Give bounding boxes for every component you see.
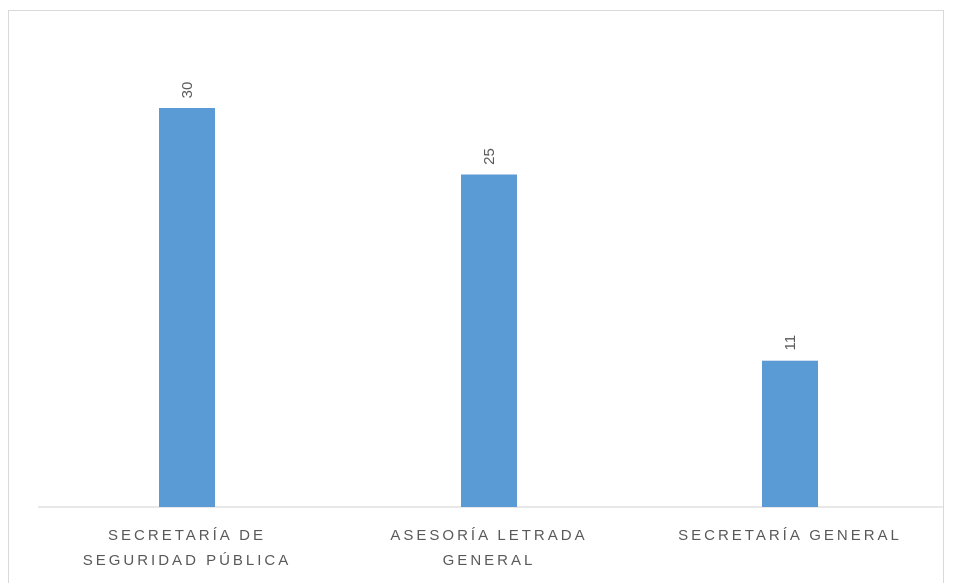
category-label-1-line-2: SEGURIDAD PÚBLICA (83, 552, 292, 569)
category-labels-layer: SECRETARÍA DE SEGURIDAD PÚBLICA ASESORÍA L… (83, 527, 902, 569)
category-label-2-line-2: GENERAL (443, 552, 536, 569)
category-label-2-line-1: ASESORÍA LETRADA (390, 527, 587, 544)
bar-3 (762, 360, 818, 507)
bars-layer (159, 108, 818, 507)
value-labels-layer: 30 25 11 (179, 82, 799, 351)
value-label-2: 25 (481, 148, 498, 165)
value-label-3: 11 (782, 335, 799, 351)
value-label-1: 30 (179, 82, 196, 99)
bar-2 (461, 174, 517, 507)
category-label-1-line-1: SECRETARÍA DE (108, 527, 266, 544)
bar-1 (159, 108, 215, 507)
category-label-3-line-1: SECRETARÍA GENERAL (678, 527, 902, 544)
